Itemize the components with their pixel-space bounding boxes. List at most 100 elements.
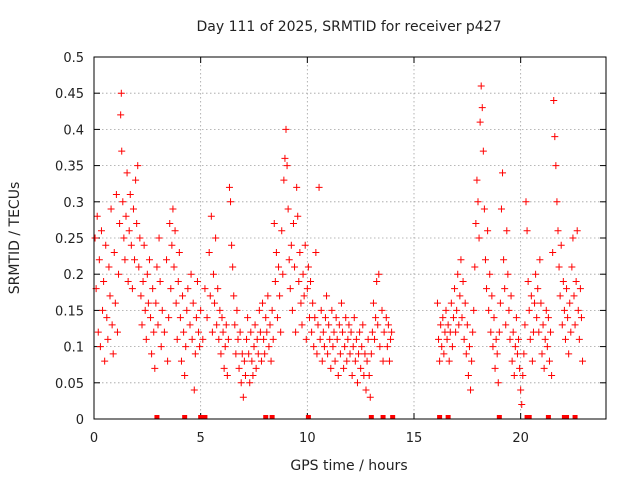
data-point <box>286 285 294 293</box>
data-point <box>356 328 364 336</box>
data-point <box>218 314 226 322</box>
data-point <box>97 227 105 235</box>
zero-value-point <box>545 415 551 419</box>
data-point <box>231 321 239 329</box>
data-point <box>280 176 288 184</box>
data-point <box>326 335 334 343</box>
data-point <box>152 299 160 307</box>
data-point <box>328 306 336 314</box>
data-point <box>188 335 196 343</box>
data-point <box>467 386 475 394</box>
data-point <box>125 227 133 235</box>
data-point <box>126 191 134 199</box>
data-point <box>361 350 369 358</box>
data-point <box>282 125 290 133</box>
data-point <box>554 227 562 235</box>
data-point <box>245 350 253 358</box>
x-tick-label: 5 <box>197 431 205 446</box>
y-tick-label: 0.4 <box>63 123 84 138</box>
data-point <box>252 364 260 372</box>
data-point <box>236 328 244 336</box>
data-point <box>447 299 455 307</box>
data-point <box>180 328 188 336</box>
data-point <box>153 263 161 271</box>
data-point <box>528 357 536 365</box>
data-point <box>460 335 468 343</box>
y-tick-label: 0.2 <box>63 268 84 283</box>
data-point <box>379 357 387 365</box>
data-point <box>229 263 237 271</box>
zero-value-markers <box>154 415 578 419</box>
data-point <box>336 350 344 358</box>
data-point <box>109 350 117 358</box>
data-point <box>289 220 297 228</box>
data-point <box>375 270 383 278</box>
data-point <box>543 343 551 351</box>
data-point <box>135 263 143 271</box>
data-point <box>329 343 337 351</box>
data-point <box>547 328 555 336</box>
data-point <box>95 256 103 264</box>
x-tick-labels: 0 5 10 15 20 <box>90 431 529 446</box>
data-point <box>489 343 497 351</box>
data-point <box>275 263 283 271</box>
data-point <box>499 169 507 177</box>
data-point <box>217 350 225 358</box>
data-point <box>136 234 144 242</box>
data-point <box>139 277 147 285</box>
data-point <box>174 277 182 285</box>
y-tick-labels: 0 0.05 0.1 0.15 0.2 0.25 0.3 0.35 0.4 0.45 0.5 <box>55 51 84 428</box>
data-point <box>372 314 380 322</box>
data-point <box>335 321 343 329</box>
data-point <box>459 277 467 285</box>
data-point <box>526 335 534 343</box>
data-point <box>527 292 535 300</box>
data-point <box>144 299 152 307</box>
data-point <box>358 343 366 351</box>
data-point <box>124 277 132 285</box>
data-point <box>304 263 312 271</box>
data-point <box>233 306 241 314</box>
data-point <box>345 321 353 329</box>
data-point <box>331 357 339 365</box>
data-point <box>156 277 164 285</box>
data-point <box>187 270 195 278</box>
data-point <box>278 227 286 235</box>
data-point <box>508 357 516 365</box>
data-point <box>147 314 155 322</box>
data-point <box>201 285 209 293</box>
data-point <box>181 372 189 380</box>
data-point <box>473 176 481 184</box>
data-point <box>213 321 221 329</box>
data-points <box>91 82 587 409</box>
data-point <box>350 314 358 322</box>
data-point <box>388 328 396 336</box>
data-point <box>102 241 110 249</box>
grid-lines <box>94 57 606 419</box>
data-point <box>376 343 384 351</box>
data-point <box>362 386 370 394</box>
data-point <box>556 292 564 300</box>
data-point <box>469 328 477 336</box>
data-point <box>203 314 211 322</box>
data-point <box>509 328 517 336</box>
data-point <box>247 328 255 336</box>
data-point <box>208 328 216 336</box>
data-point <box>333 335 341 343</box>
data-point <box>501 285 509 293</box>
data-point <box>570 292 578 300</box>
data-point <box>313 350 321 358</box>
data-point <box>346 350 354 358</box>
data-point <box>378 306 386 314</box>
data-point <box>523 227 531 235</box>
zero-value-point <box>496 415 502 419</box>
data-point <box>297 299 305 307</box>
data-point <box>565 350 573 358</box>
data-point <box>478 104 486 112</box>
data-point <box>172 299 180 307</box>
data-point <box>445 357 453 365</box>
data-point <box>481 256 489 264</box>
data-point <box>538 350 546 358</box>
data-point <box>227 198 235 206</box>
